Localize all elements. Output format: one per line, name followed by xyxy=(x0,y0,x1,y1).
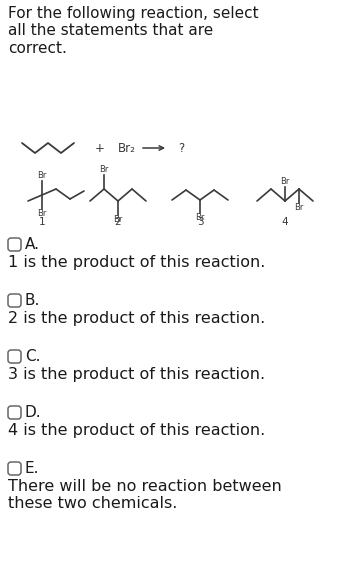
Text: Br: Br xyxy=(99,166,109,174)
Text: C.: C. xyxy=(25,349,41,364)
Text: Br: Br xyxy=(280,178,290,187)
Text: 3 is the product of this reaction.: 3 is the product of this reaction. xyxy=(8,367,265,382)
Text: B.: B. xyxy=(25,293,40,308)
Text: 1 is the product of this reaction.: 1 is the product of this reaction. xyxy=(8,255,265,270)
FancyBboxPatch shape xyxy=(8,294,21,307)
FancyBboxPatch shape xyxy=(8,350,21,363)
Text: Br₂: Br₂ xyxy=(118,142,136,155)
Text: A.: A. xyxy=(25,237,40,252)
Text: 4 is the product of this reaction.: 4 is the product of this reaction. xyxy=(8,423,265,438)
Text: There will be no reaction between
these two chemicals.: There will be no reaction between these … xyxy=(8,479,282,511)
Text: Br: Br xyxy=(37,210,47,218)
FancyBboxPatch shape xyxy=(8,238,21,251)
Text: Br: Br xyxy=(195,213,205,223)
Text: E.: E. xyxy=(25,461,40,476)
Text: 2 is the product of this reaction.: 2 is the product of this reaction. xyxy=(8,311,265,326)
Text: Br: Br xyxy=(294,203,304,213)
Text: For the following reaction, select
all the statements that are
correct.: For the following reaction, select all t… xyxy=(8,6,259,56)
Text: 3: 3 xyxy=(197,217,203,227)
Text: ?: ? xyxy=(178,142,184,155)
Text: Br: Br xyxy=(37,171,47,181)
Text: 4: 4 xyxy=(282,217,288,227)
Text: 1: 1 xyxy=(39,217,45,227)
FancyBboxPatch shape xyxy=(8,462,21,475)
Text: Br: Br xyxy=(113,216,123,224)
Text: +: + xyxy=(95,142,105,155)
Text: D.: D. xyxy=(25,405,42,420)
Text: 2: 2 xyxy=(115,217,121,227)
FancyBboxPatch shape xyxy=(8,406,21,419)
